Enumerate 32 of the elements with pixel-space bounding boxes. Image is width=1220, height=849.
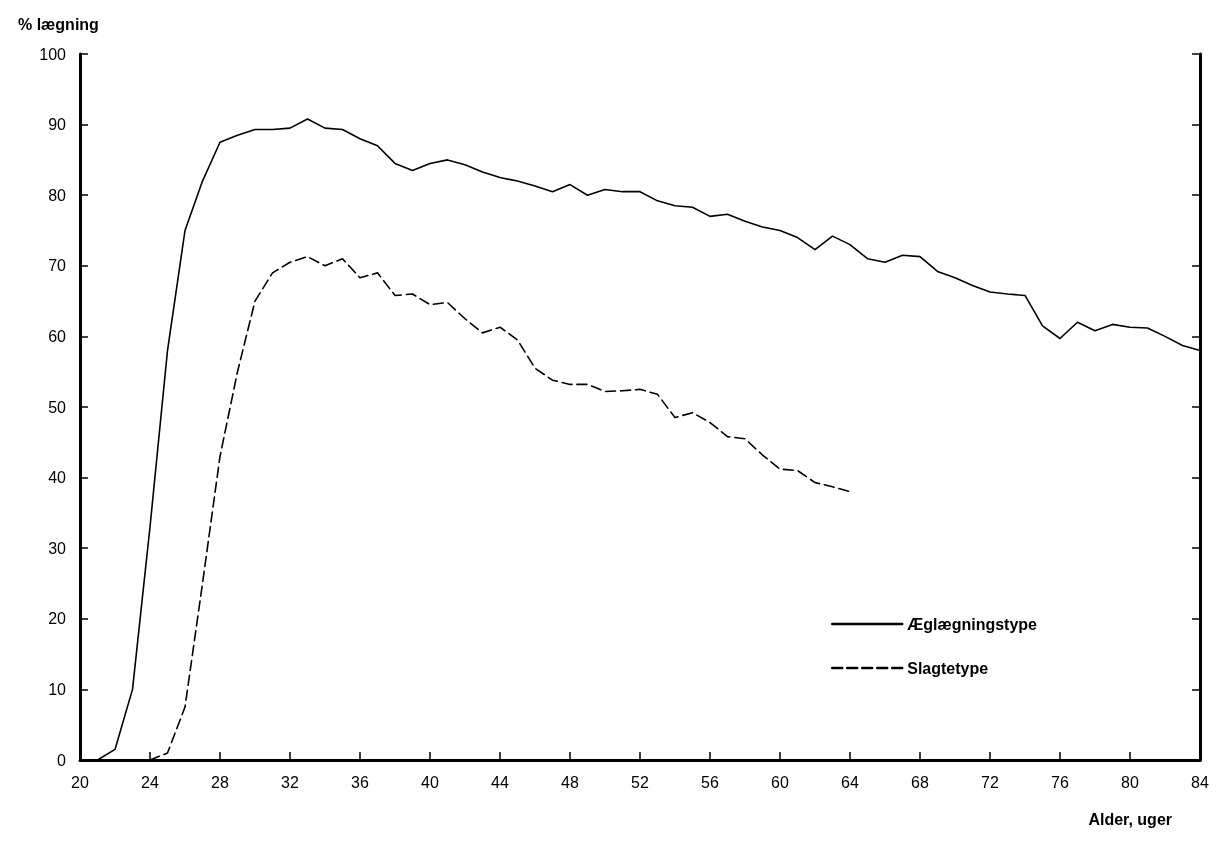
legend-label: Æglægningstype — [907, 615, 1038, 633]
x-tick-label: 64 — [841, 773, 859, 791]
x-tick-label: 36 — [351, 773, 369, 791]
y-tick-label: 80 — [48, 186, 67, 204]
x-tick-label: 40 — [421, 773, 439, 791]
y-tick-label: 30 — [48, 539, 67, 557]
y-tick-label: 0 — [57, 751, 67, 769]
x-tick-label: 60 — [771, 773, 789, 791]
y-tick-label: 70 — [48, 257, 67, 275]
x-tick-label: 68 — [911, 773, 929, 791]
y-tick-label: 10 — [48, 680, 67, 698]
x-tick-label: 84 — [1191, 773, 1209, 791]
y-tick-label: 40 — [48, 469, 67, 487]
y-tick-label: 20 — [48, 610, 67, 628]
x-tick-label: 32 — [281, 773, 299, 791]
x-tick-label: 20 — [71, 773, 89, 791]
x-tick-label: 52 — [631, 773, 649, 791]
y-tick-label: 100 — [39, 45, 67, 63]
x-tick-label: 48 — [561, 773, 579, 791]
y-tick-label: 90 — [48, 116, 67, 134]
x-tick-label: 72 — [981, 773, 999, 791]
x-tick-label: 44 — [491, 773, 509, 791]
x-tick-label: 80 — [1121, 773, 1139, 791]
y-tick-label: 60 — [48, 327, 67, 345]
y-axis-title: % lægning — [18, 15, 99, 33]
x-tick-label: 24 — [141, 773, 159, 791]
x-tick-label: 28 — [211, 773, 229, 791]
x-tick-label: 56 — [701, 773, 719, 791]
x-tick-label: 76 — [1051, 773, 1069, 791]
y-tick-label: 50 — [48, 398, 67, 416]
legend-label: Slagtetype — [907, 659, 989, 677]
x-axis-title: Alder, uger — [1088, 810, 1172, 828]
